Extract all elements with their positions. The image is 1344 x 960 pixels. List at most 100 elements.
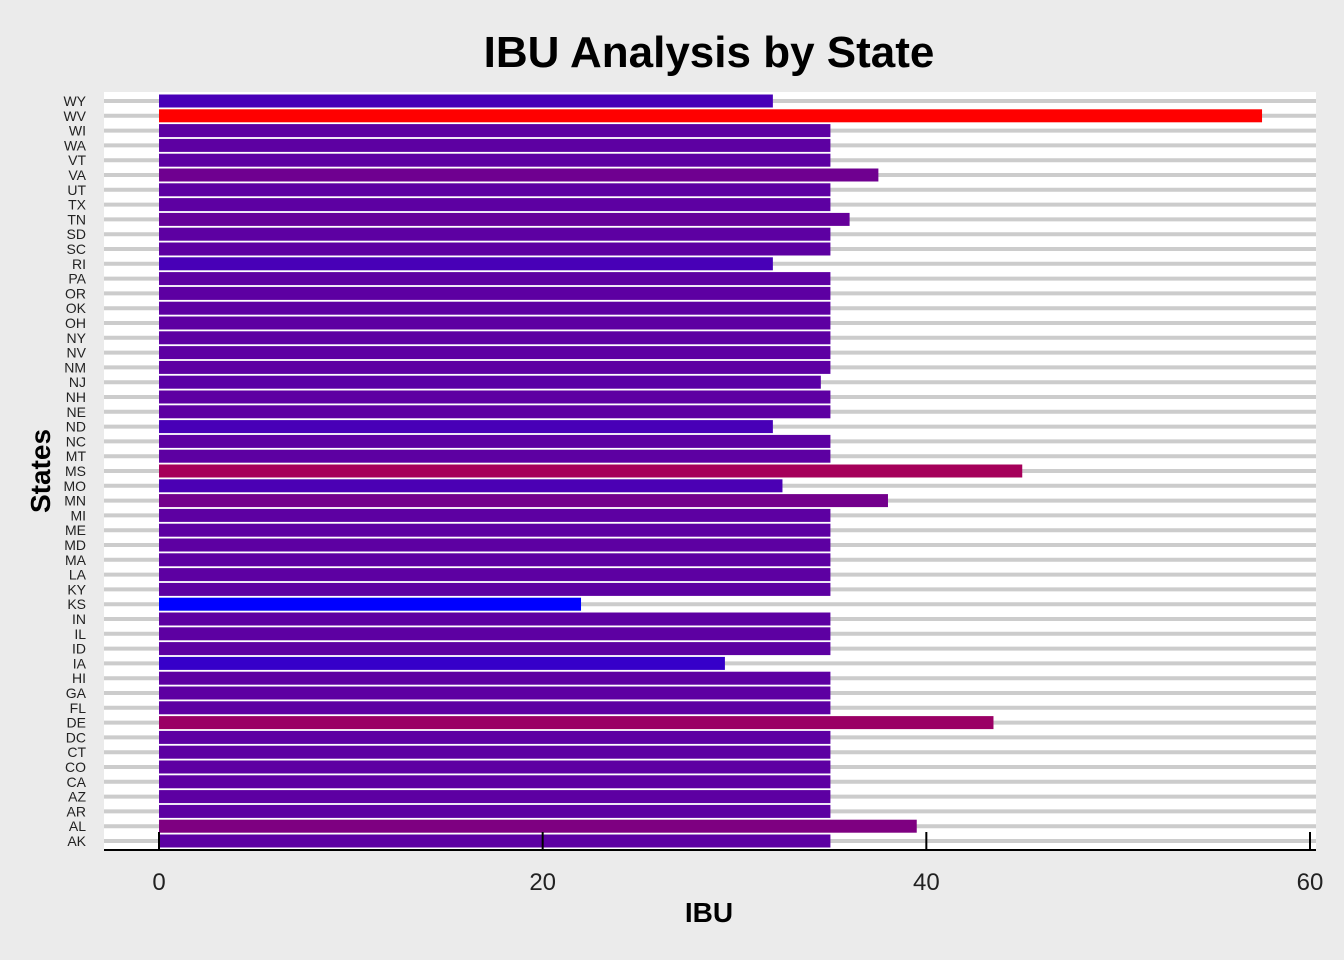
bar-ca xyxy=(159,775,831,789)
y-tick-label-nc: NC xyxy=(66,433,86,449)
y-tick-layer: WYWVWIWAVTVAUTTXTNSDSCRIPAOROKOHNYNVNMNJ… xyxy=(63,93,86,849)
bar-tx xyxy=(159,198,831,212)
bar-ct xyxy=(159,745,831,759)
bar-or xyxy=(159,286,831,300)
bar-nj xyxy=(159,375,821,389)
bar-ut xyxy=(159,183,831,197)
y-tick-label-nd: ND xyxy=(66,419,86,435)
y-tick-label-ma: MA xyxy=(65,552,87,568)
bar-sc xyxy=(159,242,831,256)
y-tick-label-fl: FL xyxy=(70,700,87,716)
y-tick-label-pa: PA xyxy=(68,271,86,287)
y-tick-label-wy: WY xyxy=(63,93,86,109)
bar-ms xyxy=(159,464,1023,478)
bar-mi xyxy=(159,508,831,522)
bar-va xyxy=(159,168,879,182)
bar-nv xyxy=(159,346,831,360)
bar-hi xyxy=(159,671,831,685)
chart-title: IBU Analysis by State xyxy=(484,28,935,77)
bar-az xyxy=(159,790,831,804)
bar-mt xyxy=(159,449,831,463)
bar-tn xyxy=(159,212,850,226)
y-tick-label-wv: WV xyxy=(63,108,86,124)
bar-in xyxy=(159,612,831,626)
bar-layer xyxy=(159,94,1263,848)
bar-ok xyxy=(159,301,831,315)
y-tick-label-ok: OK xyxy=(66,300,87,316)
y-axis-title: States xyxy=(25,429,56,513)
x-tick-layer: 0 20 40 60 xyxy=(152,832,1323,896)
x-tick-label-60: 60 xyxy=(1297,869,1324,896)
y-tick-label-ca: CA xyxy=(67,774,87,790)
y-tick-label-or: OR xyxy=(65,285,86,301)
y-tick-label-mt: MT xyxy=(66,448,87,464)
bar-ia xyxy=(159,656,725,670)
y-tick-label-ny: NY xyxy=(67,330,87,346)
y-tick-label-tx: TX xyxy=(68,197,87,213)
x-tick-label-20: 20 xyxy=(529,869,556,896)
bar-ky xyxy=(159,582,831,596)
y-tick-label-mn: MN xyxy=(64,493,86,509)
bar-wi xyxy=(159,124,831,138)
y-tick-label-wi: WI xyxy=(69,123,86,139)
y-tick-label-ga: GA xyxy=(66,685,87,701)
y-tick-label-ut: UT xyxy=(67,182,86,198)
bar-nc xyxy=(159,434,831,448)
y-tick-label-az: AZ xyxy=(68,789,86,805)
bar-fl xyxy=(159,701,831,715)
bar-de xyxy=(159,716,994,730)
bar-nh xyxy=(159,390,831,404)
bar-al xyxy=(159,819,917,833)
bar-md xyxy=(159,538,831,552)
y-tick-label-nm: NM xyxy=(64,359,86,375)
bar-wy xyxy=(159,94,773,108)
y-tick-label-ks: KS xyxy=(67,596,86,612)
bar-la xyxy=(159,568,831,582)
bar-vt xyxy=(159,153,831,167)
y-tick-label-la: LA xyxy=(69,567,87,583)
bar-ny xyxy=(159,331,831,345)
y-tick-label-tn: TN xyxy=(67,211,86,227)
bar-ri xyxy=(159,257,773,271)
y-tick-label-ne: NE xyxy=(67,404,86,420)
bar-mn xyxy=(159,494,888,508)
y-tick-label-mo: MO xyxy=(63,478,86,494)
bar-ne xyxy=(159,405,831,419)
bar-id xyxy=(159,642,831,656)
bar-ga xyxy=(159,686,831,700)
bar-oh xyxy=(159,316,831,330)
bar-wa xyxy=(159,138,831,152)
y-tick-label-dc: DC xyxy=(66,729,86,745)
bar-ks xyxy=(159,597,582,611)
y-tick-label-nh: NH xyxy=(66,389,86,405)
y-tick-label-id: ID xyxy=(72,641,86,657)
bar-sd xyxy=(159,227,831,241)
y-tick-label-sd: SD xyxy=(67,226,86,242)
bar-wv xyxy=(159,109,1263,123)
y-tick-label-al: AL xyxy=(69,818,86,834)
y-tick-label-sc: SC xyxy=(67,241,86,257)
bar-nm xyxy=(159,360,831,374)
bar-me xyxy=(159,523,831,537)
x-tick-label-40: 40 xyxy=(913,869,940,896)
y-tick-label-mi: MI xyxy=(70,507,86,523)
y-tick-label-va: VA xyxy=(68,167,86,183)
y-tick-label-nj: NJ xyxy=(69,374,86,390)
bar-co xyxy=(159,760,831,774)
y-tick-label-co: CO xyxy=(65,759,86,775)
bar-ma xyxy=(159,553,831,567)
y-tick-label-nv: NV xyxy=(67,345,87,361)
y-tick-label-hi: HI xyxy=(72,670,86,686)
y-tick-label-ri: RI xyxy=(72,256,86,272)
y-tick-label-ar: AR xyxy=(67,803,86,819)
x-tick-label-0: 0 xyxy=(152,869,165,896)
y-tick-label-in: IN xyxy=(72,611,86,627)
bar-il xyxy=(159,627,831,641)
x-axis-title: IBU xyxy=(685,897,733,928)
y-tick-label-ms: MS xyxy=(65,463,86,479)
y-tick-label-oh: OH xyxy=(65,315,86,331)
bar-pa xyxy=(159,272,831,286)
y-tick-label-ct: CT xyxy=(67,744,86,760)
